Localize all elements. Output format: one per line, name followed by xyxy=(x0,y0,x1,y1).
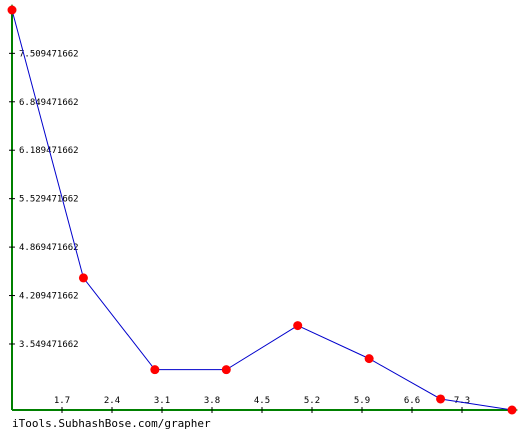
x-tick-label: 6.6 xyxy=(404,396,420,406)
x-tick-label: 5.9 xyxy=(354,396,370,406)
data-point xyxy=(507,405,517,415)
y-tick-label: 4.869471662 xyxy=(19,243,79,253)
footer-credit: iTools.SubhashBose.com/grapher xyxy=(12,417,211,430)
series-line-path xyxy=(11,9,513,411)
x-tick-label: 3.8 xyxy=(204,396,220,406)
data-point xyxy=(7,5,17,15)
y-tick-label: 6.189471662 xyxy=(19,146,79,156)
data-point xyxy=(221,365,231,375)
data-point xyxy=(78,273,88,283)
data-point xyxy=(293,321,303,331)
x-axis-ticks: 1.7 2.4 3.1 3.8 4.5 5.2 5.9 6.6 7.3 xyxy=(54,396,470,413)
chart-axes xyxy=(8,4,518,414)
x-tick-label: 2.4 xyxy=(104,396,120,406)
y-tick-label: 3.549471662 xyxy=(19,340,79,350)
x-tick-label: 3.1 xyxy=(154,396,170,406)
series-markers xyxy=(7,5,517,415)
x-tick-label: 7.3 xyxy=(454,396,470,406)
y-tick-label: 5.529471662 xyxy=(19,195,79,205)
data-point xyxy=(150,365,160,375)
x-tick-label: 1.7 xyxy=(54,396,70,406)
x-tick-label: 4.5 xyxy=(254,396,270,406)
x-tick-label: 5.2 xyxy=(304,396,320,406)
series-line xyxy=(11,9,513,411)
y-tick-label: 7.509471662 xyxy=(19,49,79,59)
data-point xyxy=(436,394,446,404)
y-axis-ticks: 3.549471662 4.209471662 4.869471662 5.52947… xyxy=(9,49,79,350)
y-tick-label: 4.209471662 xyxy=(19,292,79,302)
y-tick-label: 6.849471662 xyxy=(19,98,79,108)
data-point xyxy=(364,354,374,364)
